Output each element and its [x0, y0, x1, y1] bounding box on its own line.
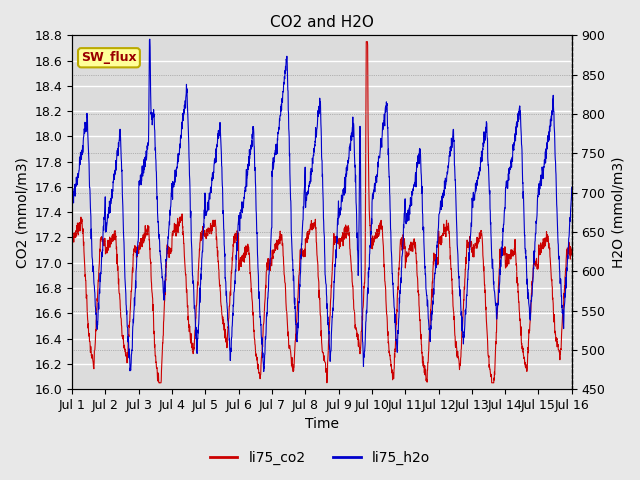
li75_h2o: [337, 212, 344, 218]
Legend: li75_co2, li75_h2o: li75_co2, li75_h2o: [204, 445, 436, 471]
li75_co2: [336, 240, 344, 246]
li75_h2o: [208, 181, 216, 187]
Y-axis label: H2O (mmol/m3): H2O (mmol/m3): [611, 156, 625, 268]
li75_co2: [68, 231, 76, 237]
li75_h2o: [524, 296, 532, 301]
li75_co2: [568, 252, 575, 258]
Title: CO2 and H2O: CO2 and H2O: [270, 15, 374, 30]
li75_h2o: [146, 36, 154, 42]
li75_co2: [524, 345, 532, 350]
li75_co2: [208, 230, 216, 236]
li75_h2o: [538, 174, 546, 180]
Line: li75_co2: li75_co2: [72, 42, 572, 383]
li75_co2: [362, 39, 370, 45]
X-axis label: Time: Time: [305, 418, 339, 432]
li75_h2o: [260, 369, 268, 374]
li75_co2: [155, 380, 163, 386]
Line: li75_h2o: li75_h2o: [72, 39, 572, 372]
Text: SW_flux: SW_flux: [81, 51, 137, 64]
li75_h2o: [467, 222, 475, 228]
li75_co2: [467, 239, 475, 244]
li75_h2o: [568, 184, 575, 190]
li75_h2o: [348, 137, 355, 143]
li75_co2: [538, 242, 546, 248]
li75_co2: [347, 259, 355, 265]
Y-axis label: CO2 (mmol/m3): CO2 (mmol/m3): [15, 157, 29, 268]
li75_h2o: [68, 194, 76, 200]
